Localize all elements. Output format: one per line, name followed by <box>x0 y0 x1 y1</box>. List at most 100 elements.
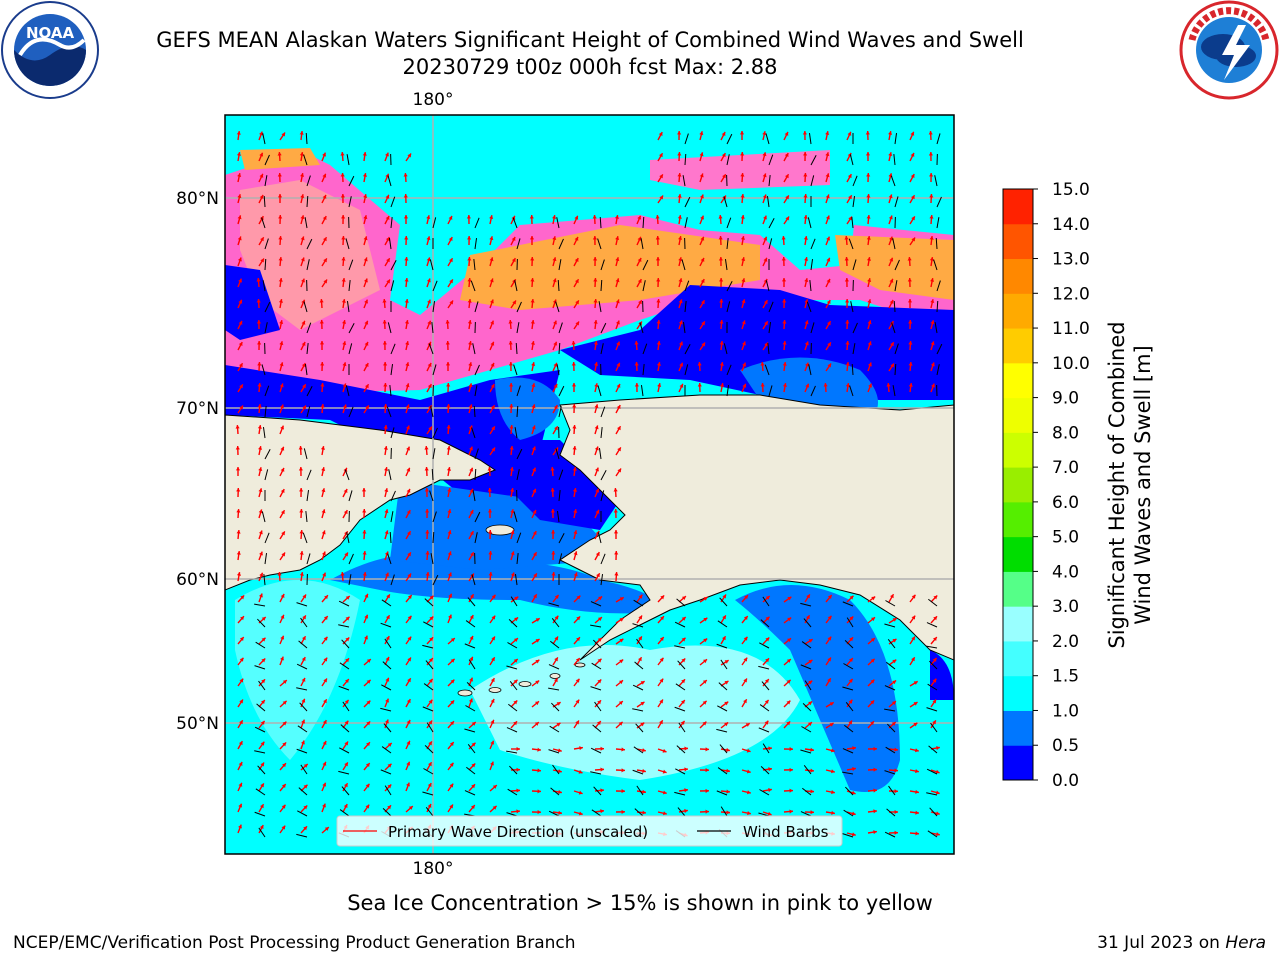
wind-barb <box>256 618 266 628</box>
wave-arrow-head <box>699 173 704 178</box>
colorbar-band <box>1003 536 1033 572</box>
wave-arrow-head <box>279 383 284 388</box>
wind-barb <box>432 364 437 376</box>
wave-arrow-head <box>532 488 537 493</box>
wave-arrow-head <box>889 278 894 283</box>
wave-arrow-head <box>914 748 919 753</box>
wave-arrow-head <box>447 551 452 556</box>
wind-barb <box>634 661 644 670</box>
wave-arrow-head <box>516 767 520 772</box>
wave-arrow-head <box>362 173 367 177</box>
wave-arrow-head <box>511 258 516 263</box>
wave-arrow-head <box>323 237 327 242</box>
wave-arrow-head <box>280 614 285 619</box>
wind-barb <box>509 681 518 691</box>
wave-arrow-head <box>867 320 872 325</box>
wind-barb <box>936 217 940 229</box>
wave-arrow-head <box>894 747 898 752</box>
wave-arrow-head <box>781 257 786 261</box>
wave-arrow-head <box>236 488 241 492</box>
wave-arrow-head <box>768 767 772 772</box>
colorbar-tick-label: 3.0 <box>1052 597 1079 617</box>
wave-arrow-head <box>510 551 515 556</box>
wind-barb <box>264 553 268 565</box>
wave-arrow-head <box>871 596 876 601</box>
wave-arrow-head <box>469 488 474 493</box>
wind-barb <box>590 771 602 775</box>
wave-arrow-head <box>765 658 770 663</box>
wave-arrow-head <box>238 782 243 787</box>
wind-barb <box>894 196 899 208</box>
wave-arrow-head <box>345 637 350 642</box>
wave-arrow-head <box>894 830 898 835</box>
se-coast-zone <box>930 650 954 700</box>
wave-arrow-head <box>281 804 286 809</box>
wind-barb <box>255 641 266 649</box>
wave-arrow-head <box>935 769 940 774</box>
wave-arrow-head <box>342 383 347 388</box>
wave-arrow-head <box>341 257 346 261</box>
wind-barb <box>296 748 308 754</box>
wind-barb <box>386 406 392 418</box>
wind-barb <box>558 469 564 481</box>
wave-arrow-head <box>344 699 349 704</box>
wave-arrow-head <box>322 720 327 725</box>
wind-barb <box>432 427 438 439</box>
wave-arrow-head <box>258 467 263 472</box>
wind-barb <box>345 385 350 397</box>
wave-arrow-head <box>512 300 516 305</box>
wave-arrow-head <box>870 679 875 684</box>
wave-arrow-head <box>932 678 937 683</box>
wind-barb <box>346 532 350 544</box>
wave-arrow-head <box>446 425 451 429</box>
wave-arrow-head <box>768 788 772 793</box>
wave-arrow-head <box>789 767 793 772</box>
wave-arrow-head <box>803 173 808 177</box>
wave-arrow-head <box>530 257 535 261</box>
wave-arrow-head <box>320 383 325 387</box>
wave-arrow-head <box>468 404 473 409</box>
wave-arrow-head <box>345 616 350 621</box>
wind-barb <box>264 469 269 481</box>
wave-arrow-head <box>364 320 369 325</box>
wind-barb <box>600 322 607 334</box>
wave-arrow-head <box>578 811 583 816</box>
wave-arrow-head <box>529 215 534 219</box>
wave-arrow-head <box>449 804 453 809</box>
wind-barb <box>254 726 266 733</box>
wind-barb <box>885 600 896 607</box>
wave-arrow-head <box>551 530 556 534</box>
wave-arrow-head <box>913 681 918 685</box>
wave-arrow-head <box>259 194 264 199</box>
wave-arrow-head <box>849 658 853 663</box>
wave-arrow-head <box>805 383 810 388</box>
colorbar-tick-label: 4.0 <box>1052 562 1079 582</box>
wind-barb <box>264 385 270 397</box>
wave-arrow-head <box>892 618 897 622</box>
wind-barb <box>844 724 854 733</box>
wave-arrow-head <box>600 809 604 814</box>
wave-arrow-head <box>703 597 708 601</box>
wave-arrow-head <box>681 637 686 642</box>
wave-arrow-head <box>531 383 536 388</box>
wind-barb <box>758 665 770 670</box>
wind-barb <box>348 323 355 334</box>
wave-arrow-head <box>345 595 350 600</box>
wave-arrow-head <box>552 215 557 219</box>
wave-arrow-head <box>299 572 304 576</box>
wave-arrow-head <box>449 279 453 284</box>
wave-arrow-head <box>851 832 856 837</box>
wave-arrow-head <box>768 746 772 751</box>
wave-arrow-head <box>684 767 688 772</box>
wave-arrow-head <box>446 446 451 450</box>
wave-arrow-head <box>530 278 535 282</box>
wave-arrow-head <box>932 699 937 704</box>
wave-arrow-head <box>810 789 814 794</box>
wave-arrow-head <box>299 509 304 513</box>
wave-arrow-head <box>911 615 916 620</box>
wave-arrow-head <box>929 194 934 198</box>
wind-barb <box>296 687 308 691</box>
wind-barb <box>264 322 268 334</box>
wind-barb <box>348 406 354 418</box>
wave-arrow-head <box>594 362 599 366</box>
